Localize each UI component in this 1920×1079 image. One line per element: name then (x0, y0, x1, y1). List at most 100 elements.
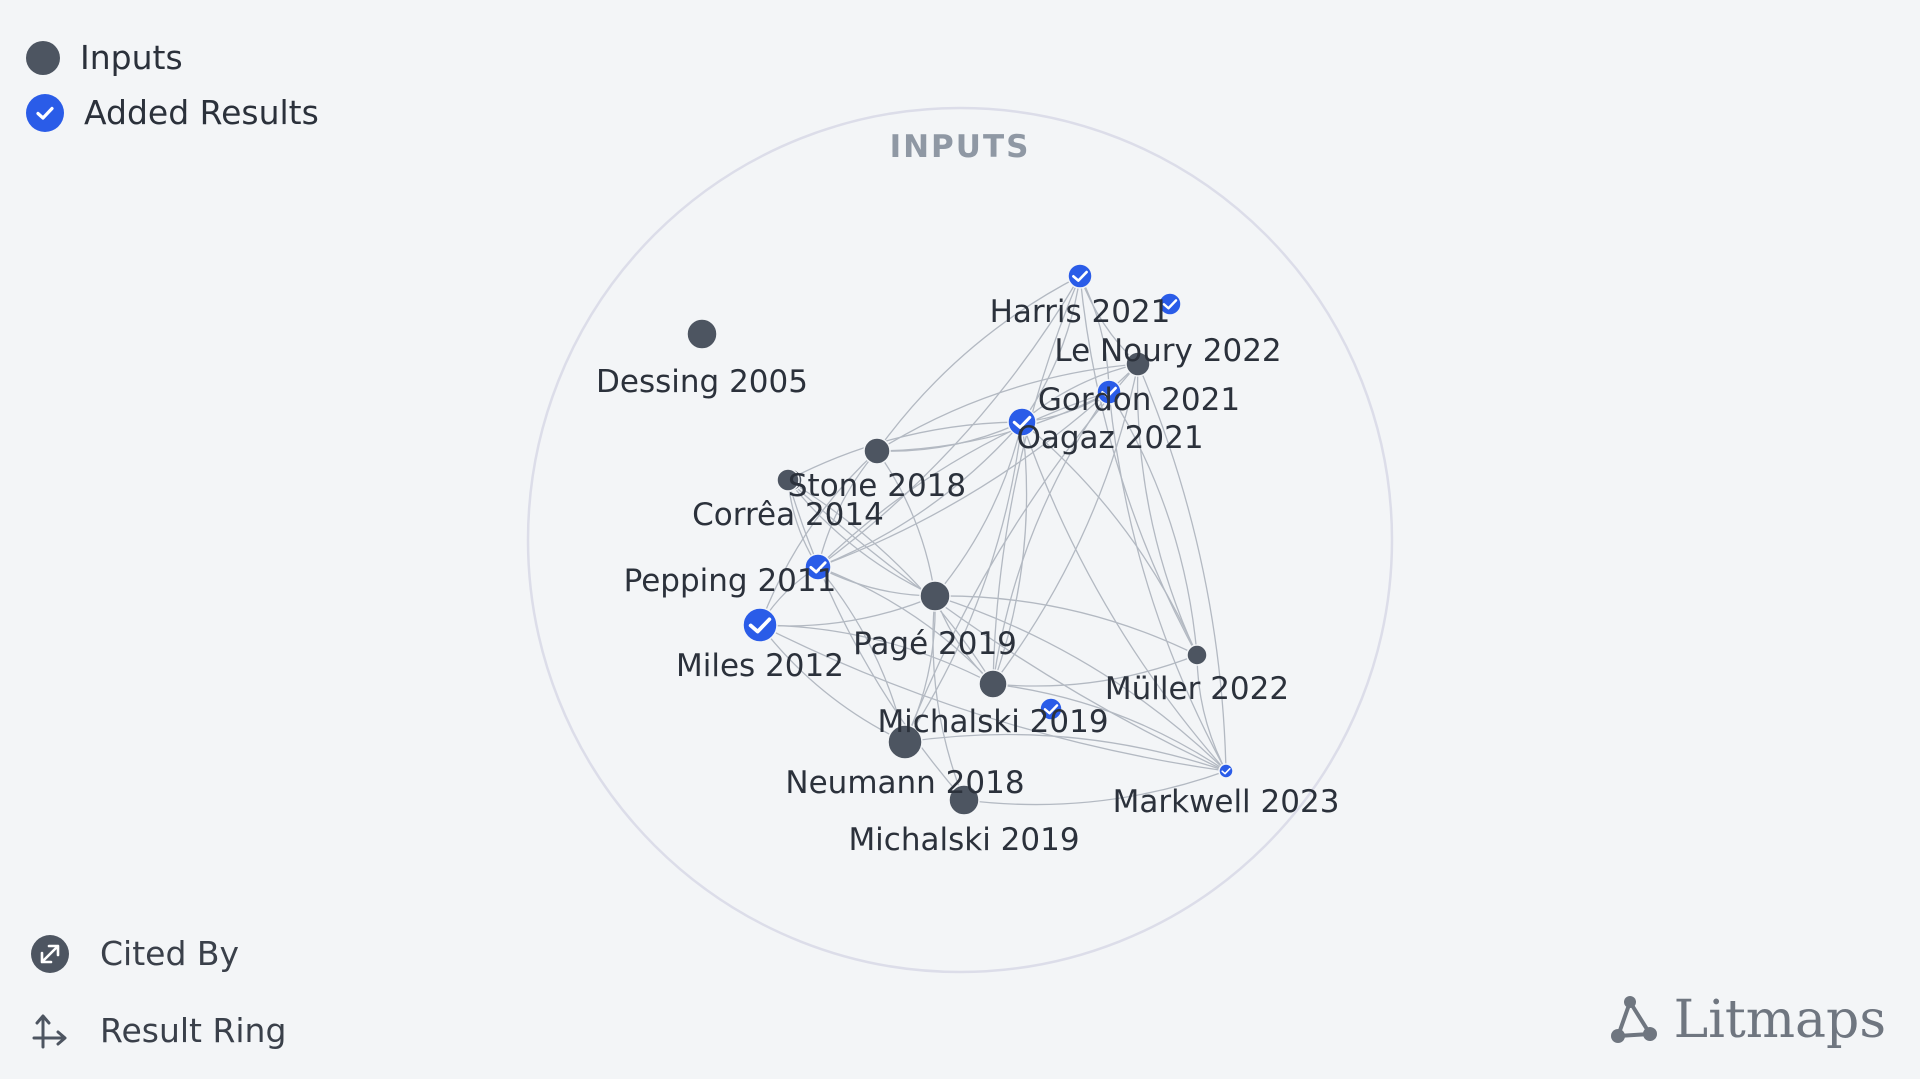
map-controls: Cited By Result Ring (30, 915, 286, 1069)
paper-node-stone2018[interactable] (863, 437, 891, 465)
citation-edge (876, 363, 1139, 452)
litmaps-logo-icon (1608, 992, 1660, 1048)
diagonal-arrows-icon (30, 934, 70, 974)
citation-edges (759, 275, 1227, 806)
citation-edge (787, 479, 965, 801)
paper-node[interactable] (1039, 697, 1063, 721)
citation-edge (904, 363, 1139, 743)
paper-node-correa2014[interactable] (776, 468, 800, 492)
paper-label-markwell2023[interactable]: Markwell 2023 (1113, 784, 1340, 820)
citation-edge (1021, 275, 1081, 423)
citation-edge (876, 275, 1081, 452)
citation-edge (1021, 421, 1227, 772)
check-icon (809, 561, 827, 574)
citation-edge (904, 733, 1227, 772)
citation-edge (992, 683, 1227, 772)
inputs-ring (526, 106, 1394, 974)
citation-edge (992, 275, 1081, 685)
citation-edge (932, 595, 965, 801)
citation-edge (1079, 275, 1110, 393)
paper-node-lenoury2022[interactable] (1125, 351, 1151, 377)
citation-edge (759, 450, 878, 626)
citation-edge (817, 421, 1023, 568)
citation-edge (904, 421, 1023, 743)
axis-arrows-icon (30, 1011, 70, 1051)
citation-edge (1108, 391, 1198, 656)
paper-node-michalski2019b[interactable] (948, 784, 980, 816)
citation-edge (992, 654, 1198, 687)
citation-edge (876, 391, 1110, 452)
legend-item-inputs[interactable]: Inputs (26, 30, 319, 85)
citation-edge (817, 391, 1110, 568)
paper-node-pepping2011[interactable] (804, 553, 832, 581)
check-icon (1162, 299, 1178, 310)
paper-node-harris2021[interactable] (1067, 263, 1093, 289)
cited-by-control[interactable]: Cited By (30, 915, 286, 992)
paper-label-correa2014[interactable]: Corrêa 2014 (692, 497, 884, 533)
brand-name: Litmaps (1673, 990, 1886, 1050)
citation-edge (963, 770, 1227, 806)
citation-edge (1079, 275, 1198, 656)
legend: Inputs Added Results (26, 30, 319, 140)
paper-node-miles2012[interactable] (742, 607, 778, 643)
paper-label-michalski2019a[interactable]: Michalski 2019 (877, 704, 1108, 740)
paper-label-miles2012[interactable]: Miles 2012 (676, 648, 844, 684)
paper-nodes (686, 263, 1234, 816)
check-icon (1101, 386, 1117, 398)
paper-node[interactable] (1158, 292, 1182, 316)
paper-label-lenoury2022[interactable]: Le Noury 2022 (1054, 333, 1281, 369)
check-icon (26, 93, 64, 132)
citation-edge (934, 595, 1198, 656)
cited-by-label: Cited By (100, 934, 240, 973)
citation-edge (759, 624, 994, 685)
paper-label-gordon2021[interactable]: Gordon 2021 (1038, 382, 1240, 418)
result-ring-control[interactable]: Result Ring (30, 992, 286, 1069)
check-icon (1072, 270, 1088, 282)
paper-label-neumann2018[interactable]: Neumann 2018 (785, 765, 1024, 801)
legend-inputs-label: Inputs (80, 38, 183, 77)
citation-edge (787, 479, 994, 685)
paper-node-dessing2005[interactable] (686, 318, 718, 350)
citation-edge (934, 595, 1227, 772)
citation-edge (817, 566, 906, 743)
citation-edge (1108, 391, 1227, 772)
paper-node-markwell2023[interactable] (1218, 763, 1234, 779)
paper-label-harris2021[interactable]: Harris 2021 (990, 294, 1171, 330)
citation-edge (1137, 363, 1227, 772)
citation-edge (1196, 654, 1227, 772)
brand: Litmaps (1608, 990, 1886, 1050)
paper-node-muller2022[interactable] (1186, 644, 1208, 666)
citation-edge (876, 450, 936, 597)
paper-node-michalski2019a[interactable] (978, 669, 1008, 699)
paper-node-page2019[interactable] (919, 580, 951, 612)
citation-edge (759, 595, 936, 627)
paper-label-page2019[interactable]: Pagé 2019 (853, 626, 1017, 662)
citation-edge (787, 479, 936, 597)
paper-label-oagaz2021[interactable]: Oagaz 2021 (1016, 420, 1203, 456)
citation-edge (1136, 363, 1198, 656)
paper-node-neumann2018[interactable] (887, 724, 923, 760)
legend-item-added-results[interactable]: Added Results (26, 85, 319, 140)
input-node-icon (26, 40, 60, 75)
paper-label-muller2022[interactable]: Müller 2022 (1105, 671, 1289, 707)
citation-edge (817, 450, 878, 568)
paper-label-pepping2011[interactable]: Pepping 2011 (624, 563, 837, 599)
paper-node-oagaz2021[interactable] (1007, 407, 1037, 437)
citation-edge (992, 363, 1139, 685)
check-icon (1012, 415, 1032, 429)
ring-title: INPUTS (890, 129, 1031, 165)
citation-edge (759, 624, 906, 743)
paper-label-dessing2005[interactable]: Dessing 2005 (596, 364, 808, 400)
citation-edge (992, 421, 1028, 685)
citation-edge (934, 421, 1023, 597)
citation-edge (1021, 421, 1198, 656)
check-icon (748, 617, 772, 634)
paper-label-michalski2019b[interactable]: Michalski 2019 (848, 822, 1079, 858)
check-icon (1043, 704, 1059, 715)
citation-edge (817, 275, 1081, 568)
legend-added-label: Added Results (84, 93, 319, 132)
paper-label-stone2018[interactable]: Stone 2018 (788, 468, 966, 504)
paper-node-gordon2021[interactable] (1096, 379, 1122, 405)
